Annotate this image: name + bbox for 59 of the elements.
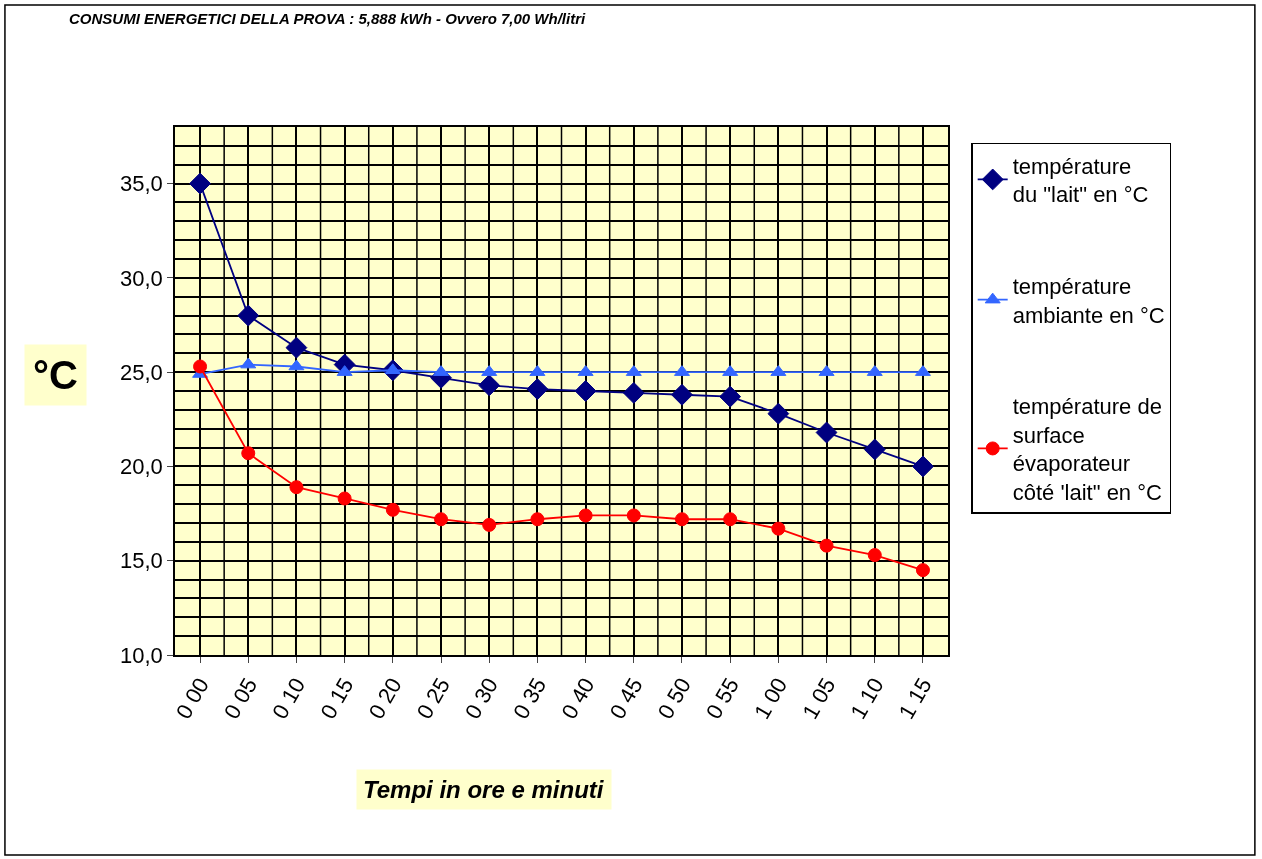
legend-label: température ambiante en °C [1012,273,1165,328]
point [723,512,738,527]
x-tick-label: 0 05 [219,673,263,724]
y-tick-label: 15,0 [120,548,163,574]
point [337,491,352,506]
point [237,304,260,327]
point [285,336,308,359]
x-tick-label: 0 15 [315,673,359,724]
point [288,359,305,371]
point [434,512,449,527]
point [578,508,593,523]
point [771,521,786,536]
x-tick-label: 0 00 [170,673,214,724]
x-tick-label: 0 45 [604,673,648,724]
x-tick-label: 0 10 [267,673,311,724]
legend-label: température de surface évaporateur côté 'lait" en °C [1012,394,1163,505]
point [622,381,645,404]
point [241,446,256,461]
point [867,548,882,563]
point [482,517,497,532]
x-tick-label: 1 15 [893,673,937,724]
x-tick-label: 0 30 [460,673,504,724]
y-tick-label: 30,0 [120,265,163,291]
y-axis-title: °C [33,353,78,397]
point [189,172,211,195]
y-tick-label: 20,0 [120,454,163,480]
x-tick-label: 1 00 [749,673,793,724]
point [674,512,689,527]
chart-title: CONSUMI ENERGETICI DELLA PROVA : 5,888 kWh - Ovvero 7,00 Wh/litri [69,10,587,27]
x-tick-label: 0 35 [508,673,552,724]
x-tick-label: 1 10 [845,673,889,724]
point [719,385,742,408]
point [385,502,400,517]
point [815,421,838,444]
x-tick-label: 0 25 [411,673,455,724]
point [863,438,886,461]
x-tick-label: 0 50 [652,673,696,724]
x-tick-label: 0 40 [556,673,600,724]
x-tick-label: 1 05 [797,673,841,724]
point [240,357,257,369]
point [574,380,597,402]
point [767,402,790,425]
point [530,512,545,527]
point [289,480,304,495]
point [626,508,641,523]
y-tick-label: 10,0 [120,642,163,668]
point [478,374,501,397]
point [912,455,934,478]
x-tick-label: 0 20 [363,673,407,724]
y-tick-label: 25,0 [120,359,163,385]
point [193,359,208,374]
x-axis-title: Tempi in ore e minuti [363,776,605,803]
legend-label: température du "lait" en °C [1012,153,1149,208]
y-tick-label: 35,0 [120,171,163,197]
x-tick-label: 0 55 [700,673,745,724]
point [671,383,693,406]
point [915,563,930,578]
point [526,378,549,401]
point [819,538,834,553]
